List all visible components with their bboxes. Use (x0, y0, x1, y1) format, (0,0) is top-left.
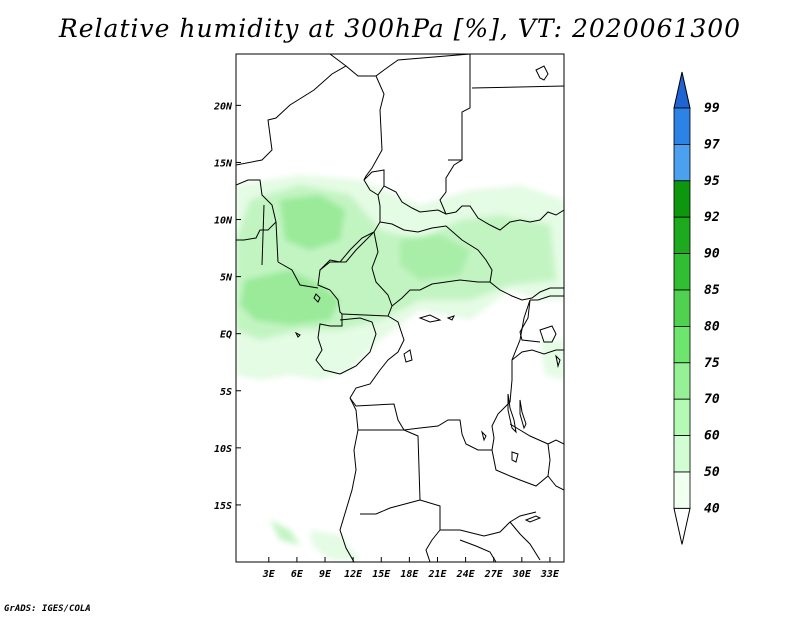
lon-tick-label: 3E (262, 569, 276, 580)
colorbar-label: 99 (704, 101, 720, 116)
lon-tick-label: 6E (291, 569, 304, 580)
colorbar-label: 85 (704, 283, 720, 298)
map-title: Relative humidity at 300hPa [%], VT: 202… (58, 14, 742, 43)
map-frame (235, 53, 565, 563)
lakes-and-coastlines (294, 65, 561, 523)
lon-tick-label: 33E (540, 569, 560, 580)
lon-tick-label: 9E (319, 569, 332, 580)
colorbar-label: 40 (704, 501, 720, 516)
colorbar-swatch (673, 143, 691, 182)
colorbar-swatch (673, 180, 691, 218)
colorbar-swatch (673, 471, 691, 509)
colorbar-swatch (673, 216, 691, 254)
colorbar-label: 70 (704, 392, 720, 407)
lat-tick-label: 10S (214, 444, 232, 455)
colorbar-swatch (673, 107, 691, 145)
lat-tick-label: 10N (214, 216, 233, 227)
colorbar-swatch (673, 362, 691, 400)
lon-tick-label: 15E (372, 569, 391, 580)
lat-tick-label: 15S (214, 501, 232, 512)
lon-tick-label: 30E (512, 569, 532, 580)
lon-tick-label: 24E (456, 569, 476, 580)
colorbar-bottom-triangle (673, 507, 691, 545)
grads-credit: GrADS: IGES/COLA (4, 604, 91, 614)
colorbar-swatch (673, 253, 691, 291)
colorbar-swatch (673, 435, 691, 473)
lon-tick-label: 18E (400, 569, 419, 580)
colorbar: 99 97 95 92 90 85 80 75 70 60 50 40 (673, 71, 720, 545)
lat-tick-label: 5S (220, 387, 232, 398)
lat-tick-label: 15N (214, 158, 233, 169)
country-borders (236, 54, 564, 562)
colorbar-swatch (673, 289, 691, 327)
colorbar-label: 75 (704, 356, 720, 371)
colorbar-swatch (673, 398, 691, 437)
lat-tick-label: 5N (220, 273, 233, 284)
colorbar-swatch (673, 325, 691, 364)
lon-tick-label: 21E (427, 569, 447, 580)
colorbar-label: 97 (704, 137, 720, 152)
colorbar-label: 92 (704, 210, 720, 225)
lon-tick-label: 12E (344, 569, 363, 580)
colorbar-label: 95 (704, 174, 720, 189)
humidity-strong-band (240, 195, 470, 325)
axis-ticks: 3E 6E 9E 12E 15E 18E 21E 24E 27E 30E 33E 20N 15N 10N 5… (213, 101, 560, 580)
colorbar-label: 80 (704, 319, 720, 334)
colorbar-top-triangle (673, 71, 691, 109)
lon-tick-label: 27E (484, 569, 504, 580)
colorbar-label: 50 (704, 465, 720, 480)
humidity-field (236, 175, 564, 560)
colorbar-label: 60 (704, 429, 720, 444)
lat-tick-label: 20N (213, 101, 233, 112)
lat-tick-label: EQ (220, 330, 232, 341)
colorbar-label: 90 (704, 247, 720, 262)
